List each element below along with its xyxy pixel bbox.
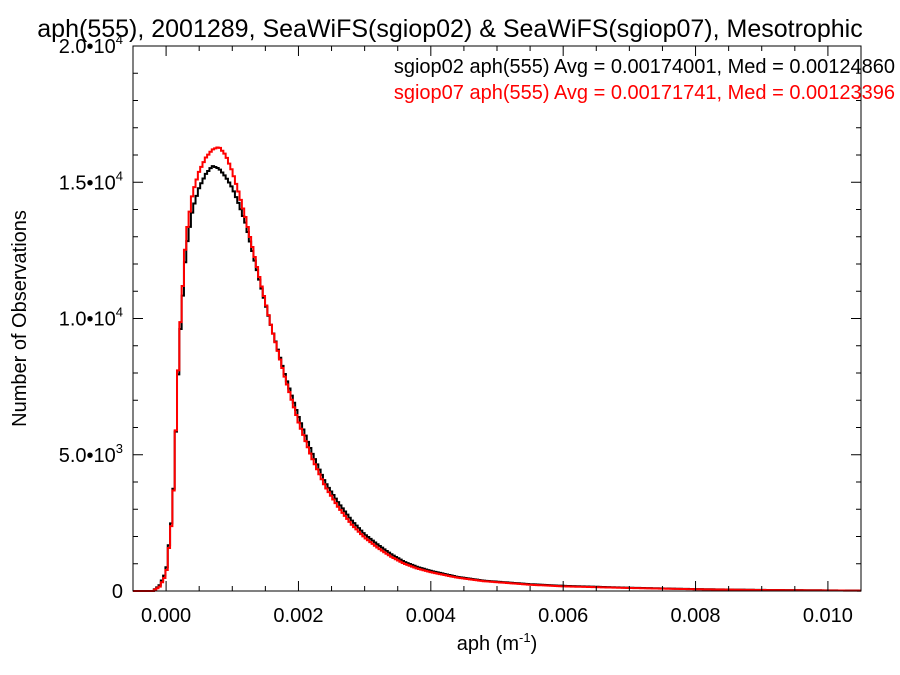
x-tick-label: 0.000 [141, 605, 191, 627]
x-axis-label-exponent: -1 [519, 630, 531, 645]
x-tick-label: 0.008 [671, 605, 721, 627]
series-line-sgiop02 [133, 165, 862, 592]
y-tick-label: 5.0•103 [59, 441, 123, 467]
y-tick-label: 1.5•104 [59, 168, 123, 194]
x-axis-label-close: ) [531, 633, 538, 655]
axis-ticks: 0.000 0.002 0.004 0.006 0.008 0.010 0 5.0•103 1.… [59, 32, 861, 627]
y-tick-label: 0 [112, 581, 123, 603]
legend-entry-sgiop07: sgiop07 aph(555) Avg = 0.00171741, Med =… [394, 82, 895, 104]
x-tick-label: 0.010 [803, 605, 853, 627]
legend: sgiop02 aph(555) Avg = 0.00174001, Med =… [394, 56, 895, 104]
x-tick-label: 0.006 [538, 605, 588, 627]
x-axis-label: aph (m-1) [457, 630, 537, 655]
legend-entry-sgiop02: sgiop02 aph(555) Avg = 0.00174001, Med =… [394, 56, 895, 78]
y-axis-label: Number of Observations [9, 210, 31, 427]
y-tick-label: 1.0•104 [59, 305, 123, 331]
chart-title: aph(555), 2001289, SeaWiFS(sgiop02) & Se… [37, 15, 862, 43]
x-tick-label: 0.004 [406, 605, 456, 627]
plot-frame [132, 45, 862, 592]
y-tick-label: 2.0•104 [59, 32, 123, 58]
series-line-sgiop07 [133, 146, 862, 592]
x-axis-label-base: aph (m [457, 633, 519, 655]
x-tick-label: 0.002 [273, 605, 323, 627]
series-layer [133, 146, 862, 592]
